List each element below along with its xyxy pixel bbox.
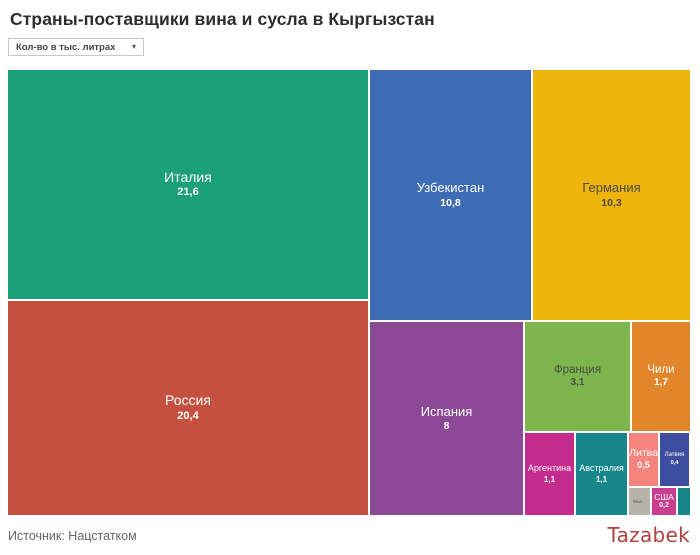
treemap-tile-italy[interactable]: Италия 21,6 (8, 70, 368, 299)
tile-label: США (654, 491, 674, 502)
tile-label: Чили (647, 364, 675, 377)
tile-label: Австралия (579, 463, 624, 474)
tile-label: Франция (553, 364, 602, 377)
tile-value: 0,2 (659, 502, 669, 510)
treemap-tile-uzbekistan[interactable]: Узбекистан 10,8 (370, 70, 531, 320)
tile-label: Мол... (633, 498, 646, 504)
tile-label: Аргентина (527, 463, 572, 474)
chevron-down-icon: ▾ (131, 42, 136, 51)
treemap-tile-chile[interactable]: Чили 1,7 (632, 322, 690, 431)
tile-label: Германия (582, 180, 641, 196)
tile-label: Италия (164, 168, 212, 185)
treemap-tile-usa[interactable]: США 0,2 (652, 488, 676, 515)
tile-value: 1,1 (595, 474, 608, 484)
treemap-tile-latvia[interactable]: Латвия 0,4 (660, 433, 689, 486)
treemap-tile-argentina[interactable]: Аргентина 1,1 (525, 433, 574, 515)
tile-label: Россия (165, 392, 211, 409)
tile-value: 8 (443, 420, 450, 433)
treemap-tile-russia[interactable]: Россия 20,4 (8, 301, 368, 515)
tile-value: 1,7 (654, 377, 668, 389)
tile-value: 21,6 (177, 186, 199, 199)
tile-value: 20,4 (177, 409, 199, 422)
unit-dropdown-label: Кол-во в тыс. литрах (16, 41, 116, 53)
tile-label: Латвия (664, 452, 685, 459)
tile-value: 0,4 (670, 459, 679, 466)
tile-value: 10,3 (601, 196, 622, 209)
tile-label: Узбекистан (416, 180, 485, 196)
tile-value: 10,8 (440, 196, 461, 209)
treemap-tile-australia[interactable]: Австралия 1,1 (576, 433, 627, 515)
tazabek-logo: Tazabek (607, 523, 690, 547)
treemap-tile-spain[interactable]: Испания 8 (370, 322, 523, 515)
tile-value: 1,1 (543, 474, 556, 484)
source-note: Источник: Нацстатком (8, 529, 137, 543)
unit-dropdown[interactable]: Кол-во в тыс. литрах ▾ (8, 38, 144, 56)
treemap-tile-unnamed[interactable] (678, 488, 690, 515)
treemap-tile-other[interactable]: Мол... (629, 488, 650, 515)
tile-label: Испания (420, 403, 473, 419)
tile-value: 0,5 (637, 460, 650, 471)
page-title: Страны-поставщики вина и сусла в Кыргызс… (10, 9, 435, 29)
tile-value: 3,1 (570, 377, 585, 389)
treemap-tile-germany[interactable]: Германия 10,3 (533, 70, 690, 320)
treemap-tile-lithuania[interactable]: Литва 0,5 (629, 433, 658, 486)
treemap-tile-france[interactable]: Франция 3,1 (525, 322, 630, 431)
tile-label: Литва (629, 447, 658, 460)
